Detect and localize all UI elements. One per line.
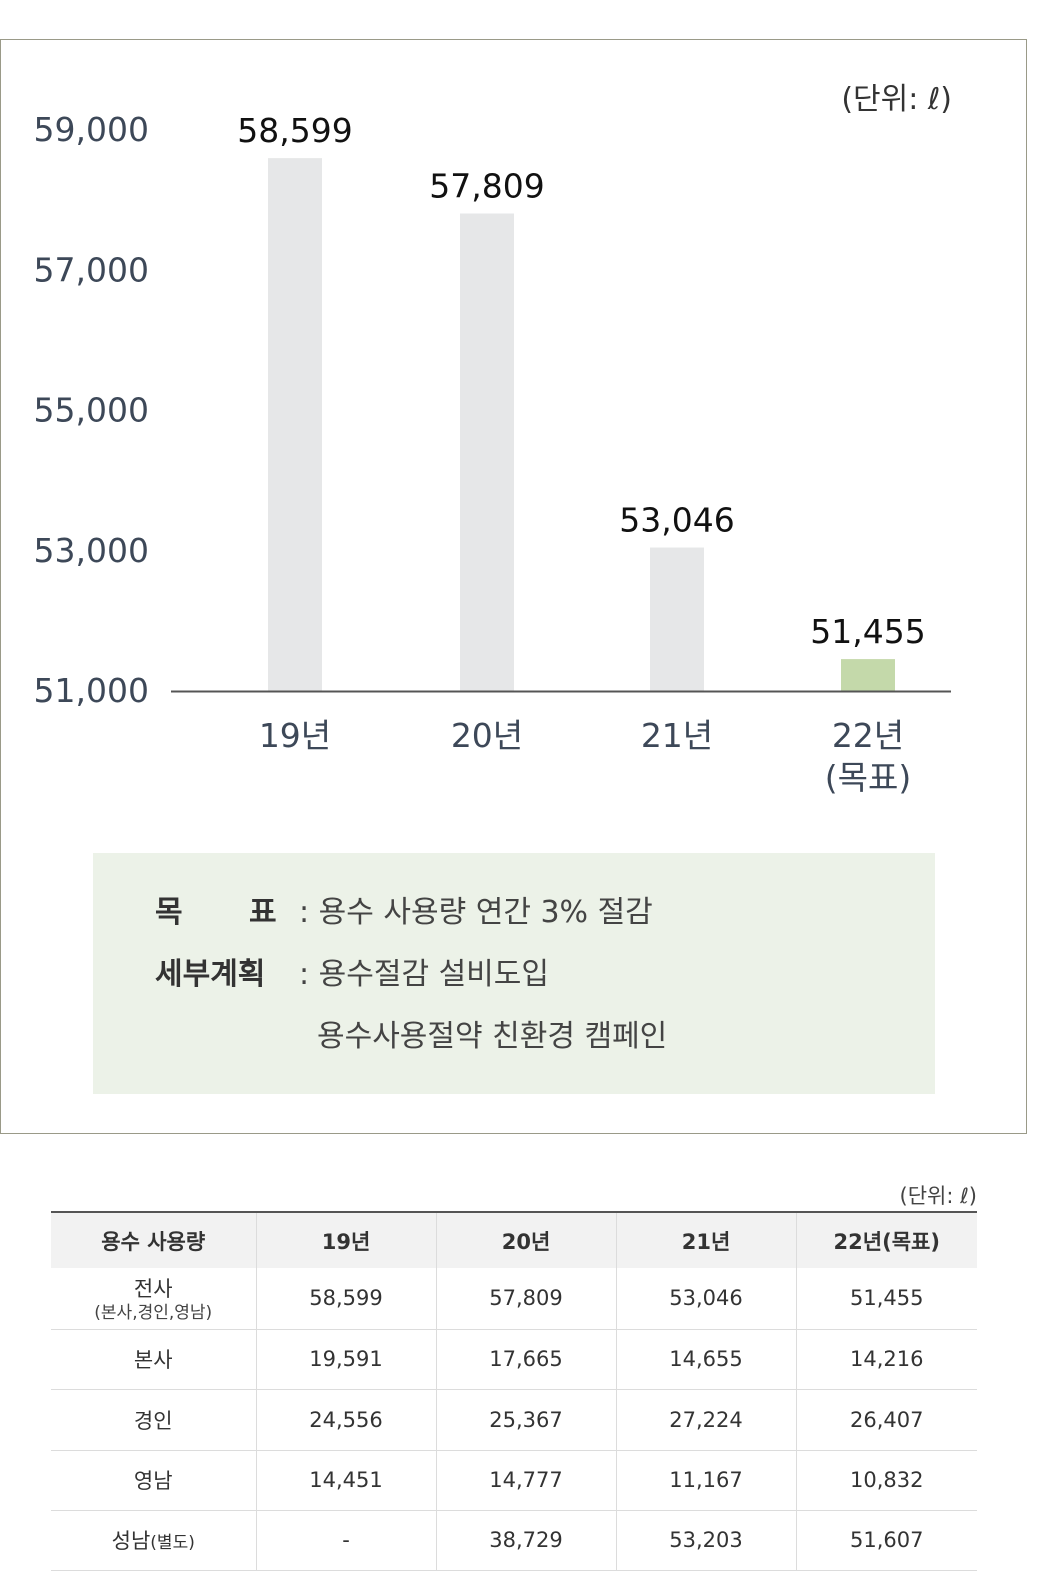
bar-chart: 59,000 57,000 55,000 53,000 51,000 58,599 57,8…: [34, 110, 951, 797]
y-tick-label: 51,000: [34, 671, 149, 710]
bar-value-label: 51,455: [810, 612, 925, 651]
goal-label-pyo: 표: [249, 895, 277, 930]
table-row: 전사 (본사,경인,영남) 58,599 57,809 53,046 51,45…: [51, 1268, 977, 1330]
table-cell: 57,809: [435, 1268, 616, 1330]
plan-text-1: : 용수절감 설비도입: [299, 957, 549, 992]
table-row: 본사 19,591 17,665 14,655 14,216: [51, 1329, 977, 1390]
bar: [268, 158, 322, 691]
bar: [841, 659, 895, 691]
row-label: 경인: [51, 1389, 256, 1451]
row-label-main: 전사: [133, 1277, 173, 1302]
header-19: 19년: [255, 1211, 436, 1268]
plan-label: 세부계획: [155, 957, 266, 992]
row-label-sub: (본사,경인,영남): [94, 1303, 213, 1324]
row-label: 영남: [51, 1450, 256, 1511]
x-tick-label: 19년: [259, 716, 331, 755]
x-tick-sublabel: (목표): [825, 758, 911, 797]
x-tick-label: 21년: [641, 716, 713, 755]
bar-value-label: 53,046: [619, 501, 734, 540]
y-tick-label: 53,000: [34, 531, 149, 570]
table-cell: 14,777: [435, 1450, 616, 1511]
y-tick-label: 59,000: [34, 110, 149, 149]
water-usage-table: 용수 사용량 19년 20년 21년 22년(목표) 전사 (본사,경인,영남)…: [51, 1211, 977, 1571]
goal-box: 목 표 : 용수 사용량 연간 3% 절감 세부계획 : 용수절감 설비도입 용…: [93, 853, 935, 1094]
table-cell: 24,556: [255, 1389, 436, 1451]
x-tick-label: 22년: [832, 716, 904, 755]
table-cell: 26,407: [795, 1389, 977, 1451]
plan-text-2: 용수사용절약 친환경 캠페인: [317, 1019, 668, 1054]
table-cell: 14,451: [255, 1450, 436, 1511]
table-row: 경인 24,556 25,367 27,224 26,407: [51, 1389, 977, 1451]
table-cell: 17,665: [435, 1329, 616, 1390]
bar: [460, 213, 514, 692]
table-cell: 25,367: [435, 1389, 616, 1451]
table-cell: 53,203: [615, 1510, 796, 1571]
row-label: 성남(별도): [51, 1510, 256, 1571]
row-label-main: 성남: [111, 1529, 151, 1553]
row-label: 전사 (본사,경인,영남): [51, 1268, 256, 1330]
table-cell: 53,046: [615, 1268, 796, 1330]
table-cell: -: [255, 1510, 436, 1571]
table-cell: 38,729: [435, 1510, 616, 1571]
row-label: 본사: [51, 1329, 256, 1390]
chart-panel: (단위: ℓ) 59,000 57,000 55,000 53,000 51,000 58…: [0, 39, 1027, 1134]
table-cell: 11,167: [615, 1450, 796, 1511]
header-22: 22년(목표): [795, 1211, 977, 1268]
y-tick-label: 57,000: [34, 250, 149, 289]
table-cell: 14,655: [615, 1329, 796, 1390]
bar-value-label: 58,599: [237, 111, 352, 150]
x-tick-label: 20년: [451, 716, 523, 755]
header-20: 20년: [435, 1211, 616, 1268]
table-header-row: 용수 사용량 19년 20년 21년 22년(목표): [51, 1211, 977, 1268]
header-category: 용수 사용량: [51, 1211, 256, 1268]
table-cell: 51,607: [795, 1510, 977, 1571]
table-unit-label: (단위: ℓ): [899, 1184, 977, 1208]
goal-text: : 용수 사용량 연간 3% 절감: [299, 895, 653, 930]
table-cell: 14,216: [795, 1329, 977, 1390]
bar-value-label: 57,809: [429, 167, 544, 206]
header-21: 21년: [615, 1211, 796, 1268]
bar: [650, 547, 704, 691]
table-cell: 19,591: [255, 1329, 436, 1390]
table-row: 성남(별도) - 38,729 53,203 51,607: [51, 1510, 977, 1571]
unit-label: (단위: ℓ): [841, 82, 952, 117]
table-cell: 10,832: [795, 1450, 977, 1511]
row-label-sub: (별도): [150, 1533, 195, 1553]
table-row: 영남 14,451 14,777 11,167 10,832: [51, 1450, 977, 1511]
table-cell: 58,599: [255, 1268, 436, 1330]
table-cell: 27,224: [615, 1389, 796, 1451]
y-tick-label: 55,000: [34, 391, 149, 430]
table-cell: 51,455: [795, 1268, 977, 1330]
goal-label-mok: 목: [155, 895, 183, 930]
